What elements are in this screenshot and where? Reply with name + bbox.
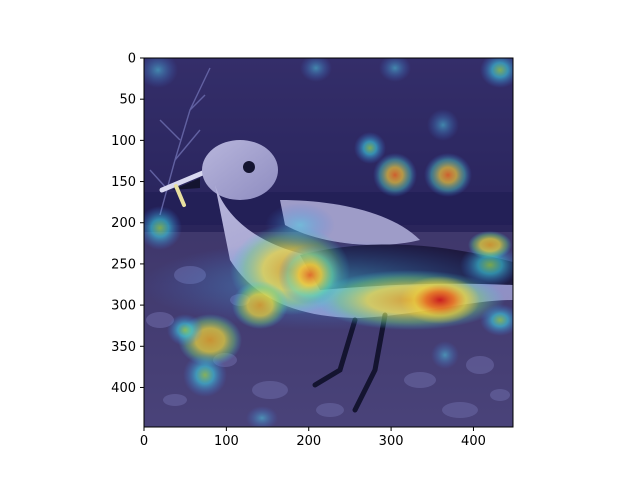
- x-tick-label: 0: [140, 434, 148, 449]
- y-tick-label: 0: [128, 52, 136, 67]
- x-axis: 0 100 200 300 400: [140, 427, 486, 449]
- x-tick-label: 200: [296, 434, 321, 449]
- y-tick-label: 150: [111, 175, 136, 190]
- y-tick-label: 350: [111, 340, 136, 355]
- y-tick-label: 100: [111, 134, 136, 149]
- y-tick-label: 400: [111, 381, 136, 396]
- x-tick-label: 300: [379, 434, 404, 449]
- y-tick-label: 250: [111, 257, 136, 272]
- plot-area: [144, 58, 513, 427]
- x-tick-label: 100: [214, 434, 239, 449]
- y-tick-label: 50: [119, 93, 136, 108]
- y-tick-label: 200: [111, 216, 136, 231]
- heatmap-overlay: [144, 58, 513, 427]
- axes-frame: [143, 57, 514, 428]
- y-tick-label: 300: [111, 299, 136, 314]
- y-axis: 0 50 100 150 200 250 300 350 400: [111, 52, 144, 396]
- x-tick-label: 400: [461, 434, 486, 449]
